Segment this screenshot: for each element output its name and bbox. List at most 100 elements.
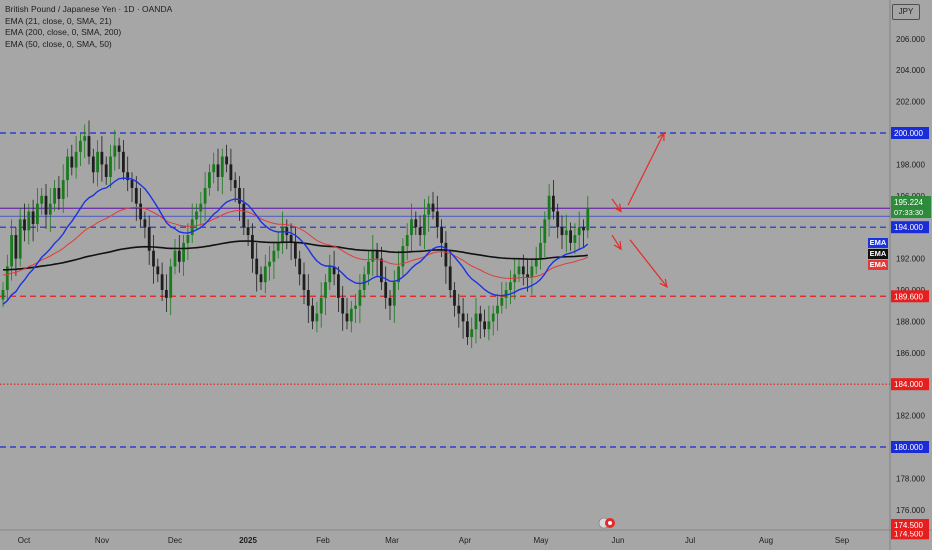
- candle-body[interactable]: [418, 227, 422, 236]
- candle-body[interactable]: [341, 297, 345, 314]
- candle-body[interactable]: [268, 261, 271, 267]
- projection-arrow[interactable]: [627, 132, 665, 206]
- candle-body[interactable]: [147, 227, 151, 251]
- projection-arrow[interactable]: [611, 198, 622, 212]
- candle-body[interactable]: [104, 164, 108, 177]
- candle-body[interactable]: [109, 156, 112, 177]
- candle-body[interactable]: [367, 261, 370, 275]
- candle-body[interactable]: [156, 266, 160, 275]
- candle-body[interactable]: [315, 313, 319, 322]
- candle-body[interactable]: [337, 274, 340, 298]
- candle-body[interactable]: [190, 219, 194, 236]
- candle-body[interactable]: [444, 242, 448, 267]
- candle-body[interactable]: [74, 151, 78, 168]
- candle-body[interactable]: [143, 219, 147, 228]
- candle-body[interactable]: [242, 203, 246, 228]
- ema21-legend[interactable]: EMA (21, close, 0, SMA, 21): [5, 15, 112, 26]
- candle-body[interactable]: [521, 266, 525, 275]
- candle-body[interactable]: [487, 321, 491, 330]
- candle-body[interactable]: [272, 250, 276, 262]
- candle-body[interactable]: [564, 230, 568, 236]
- candle-body[interactable]: [182, 242, 185, 262]
- candle-body[interactable]: [543, 219, 547, 243]
- candle-body[interactable]: [461, 313, 465, 322]
- currency-button[interactable]: JPY: [892, 4, 920, 20]
- candle-body[interactable]: [392, 282, 396, 306]
- candle-body[interactable]: [427, 203, 431, 215]
- candle-body[interactable]: [302, 274, 306, 290]
- candle-body[interactable]: [405, 235, 409, 247]
- candle-body[interactable]: [122, 151, 125, 173]
- candle-body[interactable]: [238, 187, 241, 204]
- candle-body[interactable]: [358, 290, 362, 306]
- ema50-line[interactable]: [2, 206, 589, 279]
- candle-body[interactable]: [483, 321, 486, 330]
- candle-body[interactable]: [478, 313, 482, 322]
- candle-body[interactable]: [276, 242, 280, 251]
- candle-body[interactable]: [470, 329, 474, 338]
- candle-body[interactable]: [216, 164, 220, 177]
- candle-body[interactable]: [504, 290, 508, 298]
- candle-body[interactable]: [560, 227, 564, 236]
- candle-body[interactable]: [79, 140, 82, 152]
- candle-body[interactable]: [500, 297, 504, 306]
- candle-body[interactable]: [91, 156, 95, 173]
- candle-body[interactable]: [569, 230, 572, 243]
- candle-body[interactable]: [186, 235, 190, 243]
- projection-arrow[interactable]: [611, 234, 622, 250]
- candle-body[interactable]: [431, 203, 435, 212]
- candle-body[interactable]: [371, 250, 375, 262]
- candle-body[interactable]: [251, 235, 254, 259]
- candle-body[interactable]: [285, 227, 289, 236]
- candle-body[interactable]: [289, 235, 293, 243]
- candle-body[interactable]: [233, 180, 237, 188]
- candle-body[interactable]: [53, 187, 56, 204]
- candle-body[interactable]: [255, 258, 259, 275]
- replay-icon[interactable]: [598, 517, 616, 529]
- candle-body[interactable]: [435, 211, 439, 228]
- candle-body[interactable]: [298, 258, 302, 275]
- candle-body[interactable]: [229, 164, 233, 181]
- candle-body[interactable]: [530, 266, 534, 278]
- candle-body[interactable]: [328, 266, 332, 283]
- candle-body[interactable]: [134, 187, 138, 204]
- candle-body[interactable]: [57, 187, 61, 199]
- candle-body[interactable]: [539, 242, 542, 259]
- ema200-legend[interactable]: EMA (200, close, 0, SMA, 200): [5, 27, 122, 37]
- candle-body[interactable]: [169, 266, 173, 298]
- candle-body[interactable]: [349, 308, 353, 322]
- candle-body[interactable]: [177, 250, 181, 262]
- candle-body[interactable]: [18, 219, 22, 259]
- candle-body[interactable]: [203, 187, 207, 204]
- candle-body[interactable]: [345, 313, 349, 322]
- candle-body[interactable]: [70, 156, 74, 168]
- candle-body[interactable]: [31, 211, 35, 225]
- candle-body[interactable]: [319, 297, 323, 314]
- candle-body[interactable]: [61, 180, 65, 199]
- candle-body[interactable]: [440, 227, 443, 243]
- candle-body[interactable]: [556, 211, 560, 228]
- candle-body[interactable]: [117, 145, 121, 152]
- candle-body[interactable]: [380, 258, 383, 283]
- candle-body[interactable]: [14, 235, 18, 259]
- candle-body[interactable]: [491, 313, 495, 322]
- candle-body[interactable]: [113, 145, 117, 157]
- candle-body[interactable]: [457, 305, 461, 314]
- candle-body[interactable]: [466, 321, 469, 338]
- candle-body[interactable]: [332, 266, 336, 275]
- candle-body[interactable]: [311, 305, 314, 322]
- candle-body[interactable]: [220, 156, 224, 177]
- candle-body[interactable]: [263, 266, 267, 283]
- candle-body[interactable]: [517, 266, 521, 275]
- candle-body[interactable]: [173, 250, 177, 267]
- candle-body[interactable]: [388, 297, 392, 306]
- candle-body[interactable]: [586, 207, 590, 231]
- candle-body[interactable]: [414, 219, 418, 228]
- candle-body[interactable]: [423, 214, 426, 236]
- candle-body[interactable]: [397, 266, 400, 283]
- candle-body[interactable]: [306, 290, 310, 306]
- candle-body[interactable]: [225, 156, 228, 165]
- ema50-legend[interactable]: EMA (50, close, 0, SMA, 50): [5, 38, 112, 49]
- candle-body[interactable]: [139, 203, 142, 220]
